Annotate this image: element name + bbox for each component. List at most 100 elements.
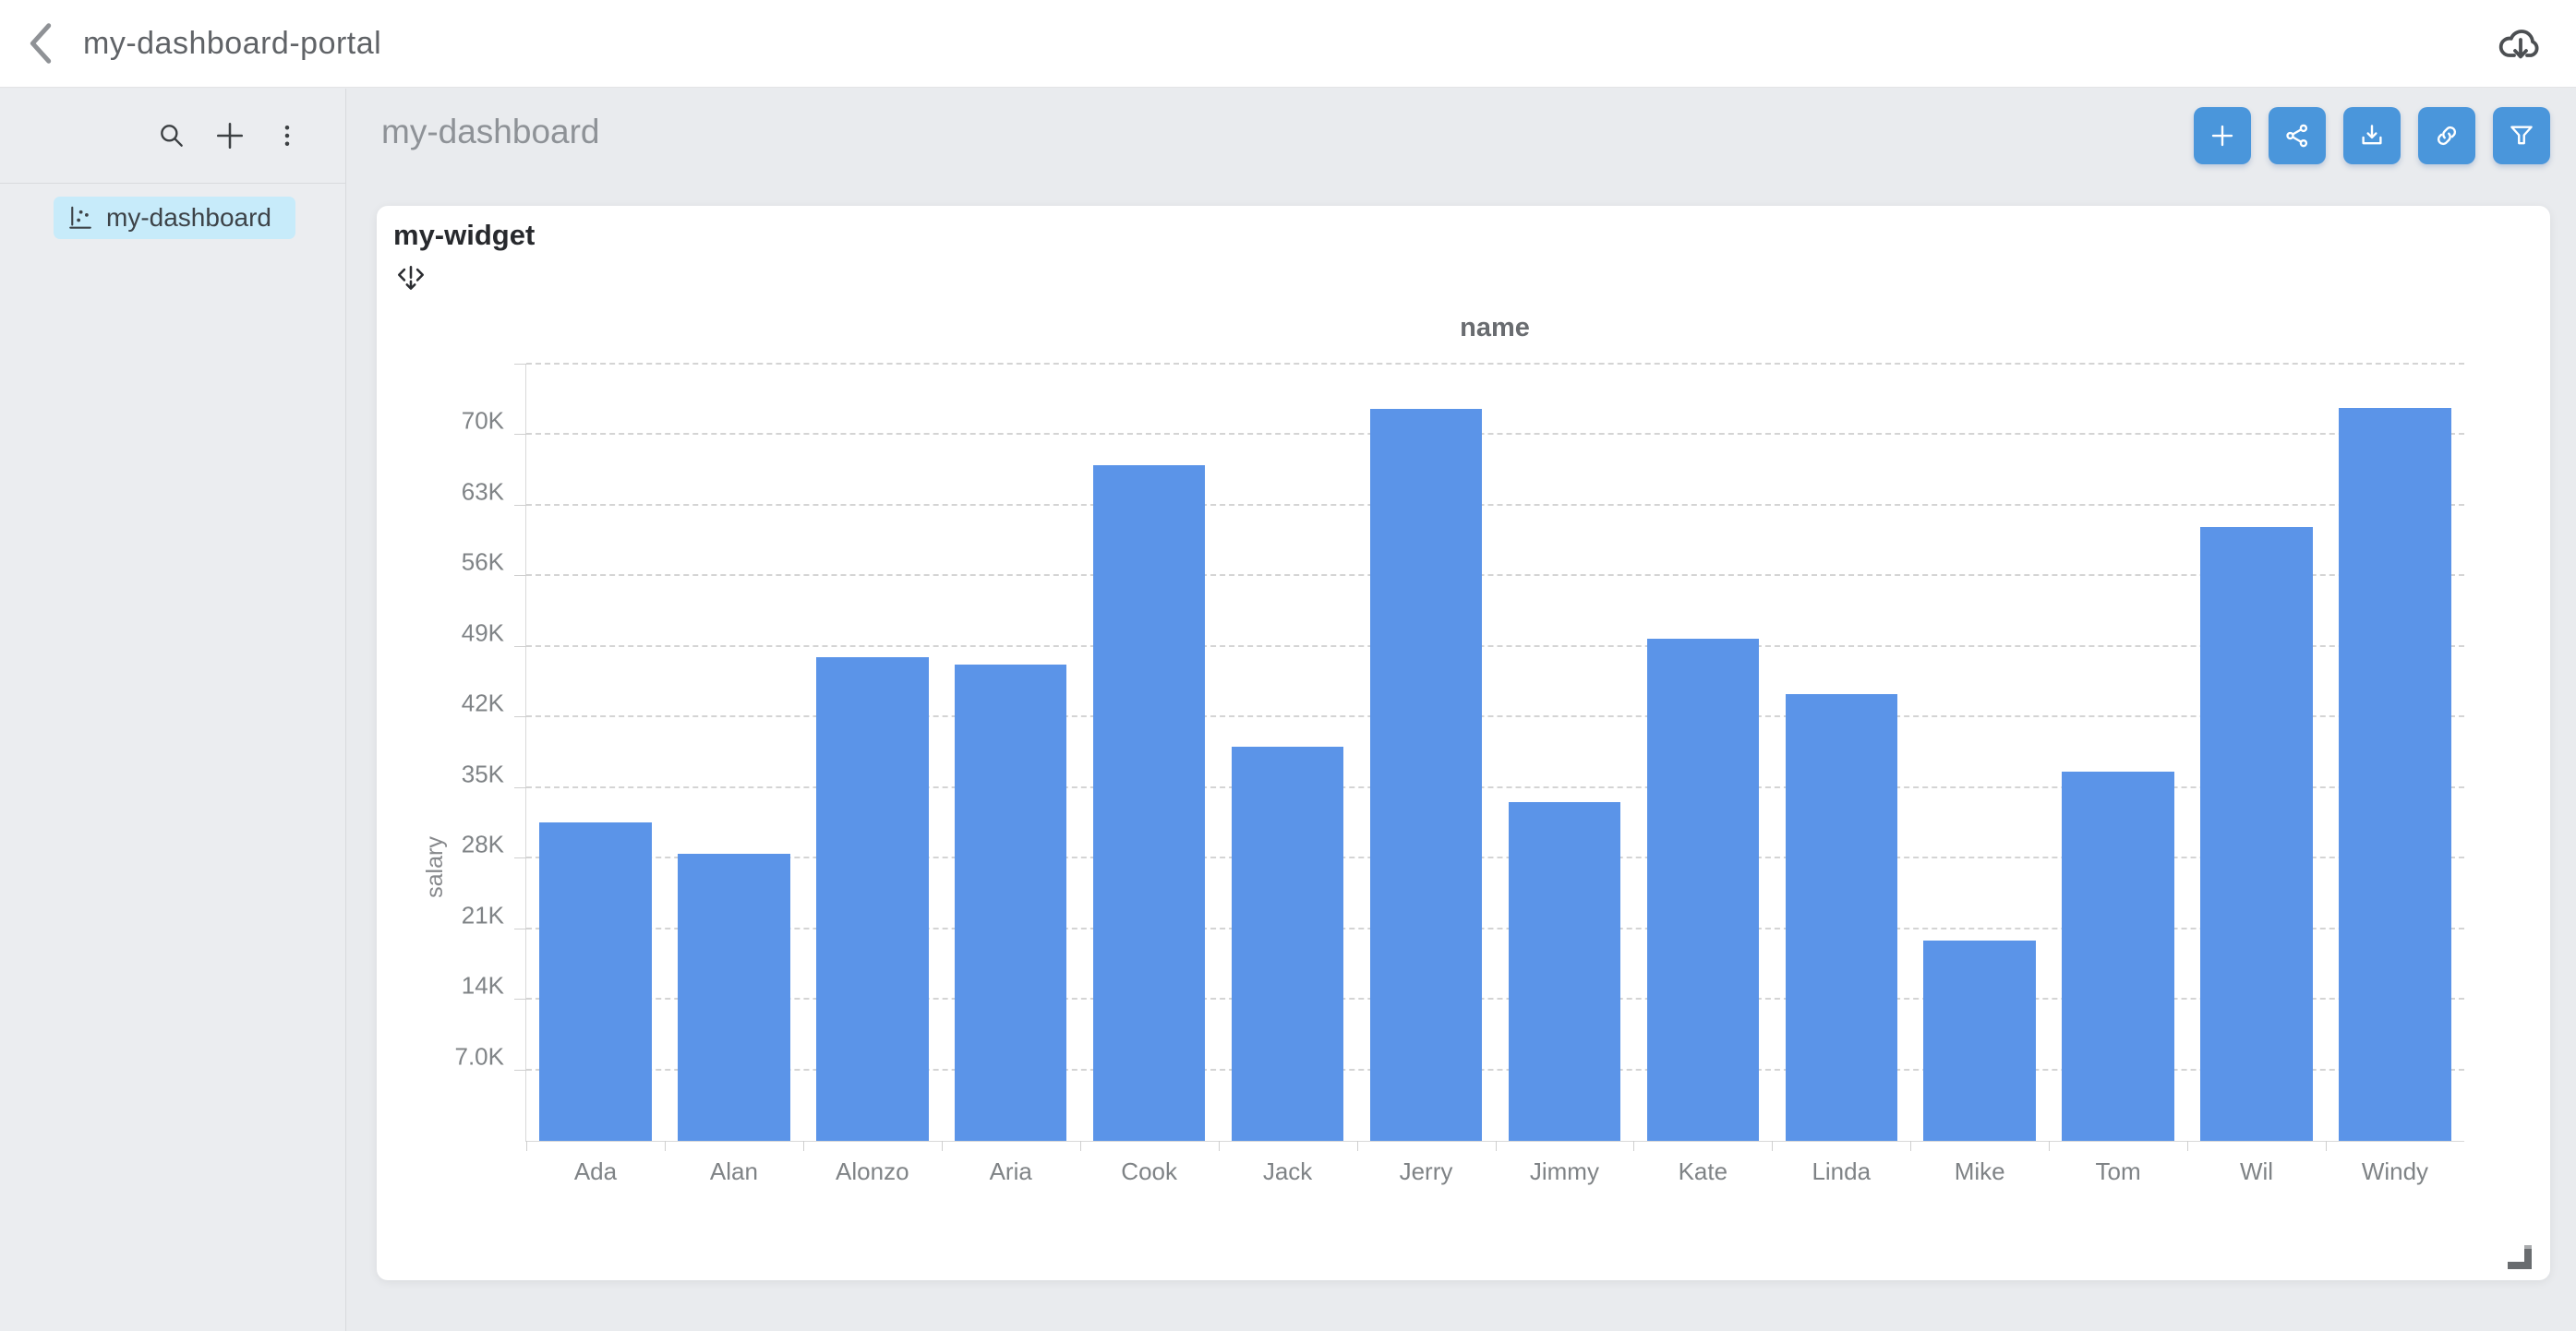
y-tick-label: 56K <box>461 547 504 576</box>
y-tick-label: 70K <box>461 406 504 435</box>
funnel-icon <box>2508 122 2535 150</box>
bar-band <box>803 365 942 1141</box>
bar-band <box>1495 365 1633 1141</box>
sidebar-list: my-dashboard <box>0 184 345 239</box>
widget-card: my-widget name salary 7.0K 14K 21K 28K 35K 42… <box>377 206 2550 1280</box>
x-tick-label: Linda <box>1812 1157 1872 1185</box>
x-tick-label: Jerry <box>1399 1157 1453 1185</box>
back-button[interactable] <box>0 0 83 88</box>
bar-cook[interactable] <box>1092 465 1206 1141</box>
portal-title: my-dashboard-portal <box>83 25 382 61</box>
chevron-left-icon <box>23 20 60 66</box>
bar-linda[interactable] <box>1785 694 1897 1141</box>
y-axis-title: salary <box>421 836 448 898</box>
bar-mike[interactable] <box>1923 940 2036 1141</box>
y-tick-label: 21K <box>461 901 504 929</box>
bar-band <box>2049 365 2187 1141</box>
scatter-chart-icon <box>66 204 94 232</box>
main-area: my-dashboard <box>346 89 2576 1331</box>
bar-band <box>1357 365 1496 1141</box>
bar-ada[interactable] <box>539 821 652 1141</box>
kebab-menu-icon[interactable] <box>273 122 301 150</box>
gridline <box>526 715 2464 718</box>
x-tick-label: Ada <box>573 1157 618 1185</box>
plus-icon <box>2209 122 2236 150</box>
x-tick <box>2326 1141 2328 1151</box>
x-tick <box>802 1141 804 1151</box>
gridline <box>526 857 2464 859</box>
filter-button[interactable] <box>2493 107 2550 164</box>
chart-title: name <box>1460 313 1530 342</box>
x-axis-labels: Ada Alan Alonzo Aria Cook Jack Jerry Jimmy Kate L… <box>526 1157 2464 1186</box>
x-tick-label: Cook <box>1121 1157 1177 1185</box>
share-nodes-icon <box>2283 122 2311 150</box>
bar-jerry[interactable] <box>1369 409 1483 1141</box>
y-tick <box>514 434 526 436</box>
gridline <box>526 1068 2464 1071</box>
cloud-download-button[interactable] <box>2465 0 2576 88</box>
bar-series <box>526 365 2464 1141</box>
dashboard-toolbar <box>2194 107 2550 164</box>
x-tick <box>1079 1141 1081 1151</box>
x-tick-label: Kate <box>1678 1157 1728 1185</box>
bar-band <box>1772 365 1910 1141</box>
bar-band <box>665 365 803 1141</box>
x-tick <box>1495 1141 1497 1151</box>
gridline <box>526 998 2464 1001</box>
bar-band <box>1080 365 1219 1141</box>
y-tick <box>514 645 526 647</box>
sidebar: my-dashboard <box>0 89 346 1331</box>
bar-band <box>942 365 1080 1141</box>
link-chain-icon <box>2433 122 2461 150</box>
bar-jack[interactable] <box>1231 746 1344 1141</box>
top-header: my-dashboard-portal <box>0 0 2576 88</box>
x-tick-label: Alonzo <box>836 1157 909 1185</box>
bar-windy[interactable] <box>2339 407 2451 1141</box>
x-tick <box>1633 1141 1635 1151</box>
x-tick-label: Jimmy <box>1529 1157 1599 1185</box>
x-tick <box>1218 1141 1220 1151</box>
y-tick <box>514 504 526 506</box>
gridline <box>526 503 2464 506</box>
drag-move-icon[interactable] <box>395 263 427 294</box>
export-button[interactable] <box>2343 107 2401 164</box>
dashboard-title: my-dashboard <box>381 113 600 150</box>
bar-jimmy[interactable] <box>1508 802 1621 1141</box>
x-tick <box>1356 1141 1358 1151</box>
bar-aria[interactable] <box>955 665 1067 1141</box>
x-tick-label: Alan <box>709 1157 758 1185</box>
bar-kate[interactable] <box>1646 639 1760 1141</box>
sidebar-item-my-dashboard[interactable]: my-dashboard <box>54 197 295 239</box>
x-tick <box>1910 1141 1912 1151</box>
copy-link-button[interactable] <box>2418 107 2475 164</box>
add-widget-button[interactable] <box>2194 107 2251 164</box>
y-tick-label: 63K <box>461 477 504 506</box>
bar-tom[interactable] <box>2062 772 2174 1141</box>
gridline <box>526 433 2464 436</box>
x-tick <box>526 1141 527 1151</box>
y-tick <box>514 1069 526 1071</box>
y-tick-label: 7.0K <box>454 1042 505 1071</box>
download-tray-icon <box>2358 122 2386 150</box>
plot-area: 7.0K 14K 21K 28K 35K 42K 49K 56K 63K 70K Ada Alan A… <box>455 363 2464 1185</box>
sidebar-toolbar <box>0 89 345 184</box>
resize-corner-handle[interactable] <box>2508 1245 2532 1269</box>
gridline <box>526 927 2464 929</box>
x-tick <box>1772 1141 1774 1151</box>
y-tick-label: 28K <box>461 830 504 858</box>
gridline <box>526 574 2464 577</box>
bar-band <box>526 365 665 1141</box>
share-button[interactable] <box>2269 107 2326 164</box>
sidebar-item-label: my-dashboard <box>106 203 271 232</box>
gridline <box>526 785 2464 788</box>
bar-alan[interactable] <box>678 853 790 1141</box>
add-icon[interactable] <box>214 120 246 151</box>
bar-wil[interactable] <box>2200 526 2313 1141</box>
gridline <box>526 363 2464 365</box>
bar-band <box>2187 365 2326 1141</box>
cloud-download-icon <box>2497 23 2545 64</box>
search-icon[interactable] <box>157 121 187 150</box>
x-tick-label: Windy <box>2361 1157 2429 1185</box>
bar-alonzo[interactable] <box>816 656 929 1141</box>
bar-band <box>2326 365 2464 1141</box>
